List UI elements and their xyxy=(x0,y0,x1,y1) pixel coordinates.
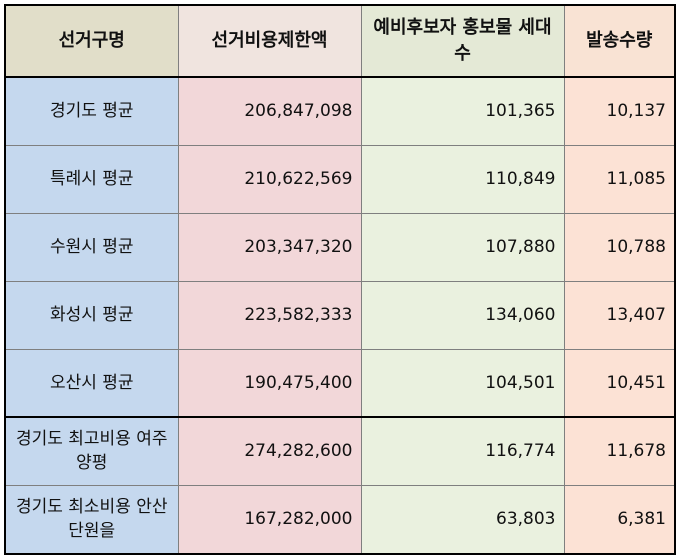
quantity: 10,137 xyxy=(564,77,675,145)
header-cost-limit: 선거비용제한액 xyxy=(178,5,361,77)
header-households: 예비후보자 홍보물 세대수 xyxy=(361,5,564,77)
households: 134,060 xyxy=(361,281,564,349)
households: 104,501 xyxy=(361,349,564,417)
table-row: 수원시 평균 203,347,320 107,880 10,788 xyxy=(5,213,675,281)
district-name: 특례시 평균 xyxy=(5,145,178,213)
households: 110,849 xyxy=(361,145,564,213)
table-row: 경기도 최고비용 여주양평 274,282,600 116,774 11,678 xyxy=(5,417,675,485)
quantity: 10,788 xyxy=(564,213,675,281)
cost-limit: 210,622,569 xyxy=(178,145,361,213)
quantity: 10,451 xyxy=(564,349,675,417)
district-name: 경기도 최소비용 안산단원을 xyxy=(5,485,178,554)
header-quantity: 발송수량 xyxy=(564,5,675,77)
district-name: 경기도 평균 xyxy=(5,77,178,145)
table-row: 특례시 평균 210,622,569 110,849 11,085 xyxy=(5,145,675,213)
cost-limit: 274,282,600 xyxy=(178,417,361,485)
district-name: 화성시 평균 xyxy=(5,281,178,349)
cost-limit: 223,582,333 xyxy=(178,281,361,349)
table-row: 경기도 최소비용 안산단원을 167,282,000 63,803 6,381 xyxy=(5,485,675,554)
district-name: 수원시 평균 xyxy=(5,213,178,281)
quantity: 6,381 xyxy=(564,485,675,554)
households: 63,803 xyxy=(361,485,564,554)
cost-limit: 167,282,000 xyxy=(178,485,361,554)
quantity: 11,678 xyxy=(564,417,675,485)
table-row: 화성시 평균 223,582,333 134,060 13,407 xyxy=(5,281,675,349)
quantity: 11,085 xyxy=(564,145,675,213)
election-cost-table-container: 선거구명 선거비용제한액 예비후보자 홍보물 세대수 발송수량 경기도 평균 2… xyxy=(4,4,674,553)
election-cost-table: 선거구명 선거비용제한액 예비후보자 홍보물 세대수 발송수량 경기도 평균 2… xyxy=(4,4,676,555)
table-row: 경기도 평균 206,847,098 101,365 10,137 xyxy=(5,77,675,145)
households: 116,774 xyxy=(361,417,564,485)
header-district: 선거구명 xyxy=(5,5,178,77)
district-name: 오산시 평균 xyxy=(5,349,178,417)
quantity: 13,407 xyxy=(564,281,675,349)
households: 107,880 xyxy=(361,213,564,281)
cost-limit: 206,847,098 xyxy=(178,77,361,145)
header-row: 선거구명 선거비용제한액 예비후보자 홍보물 세대수 발송수량 xyxy=(5,5,675,77)
cost-limit: 190,475,400 xyxy=(178,349,361,417)
district-name: 경기도 최고비용 여주양평 xyxy=(5,417,178,485)
table-row: 오산시 평균 190,475,400 104,501 10,451 xyxy=(5,349,675,417)
households: 101,365 xyxy=(361,77,564,145)
cost-limit: 203,347,320 xyxy=(178,213,361,281)
